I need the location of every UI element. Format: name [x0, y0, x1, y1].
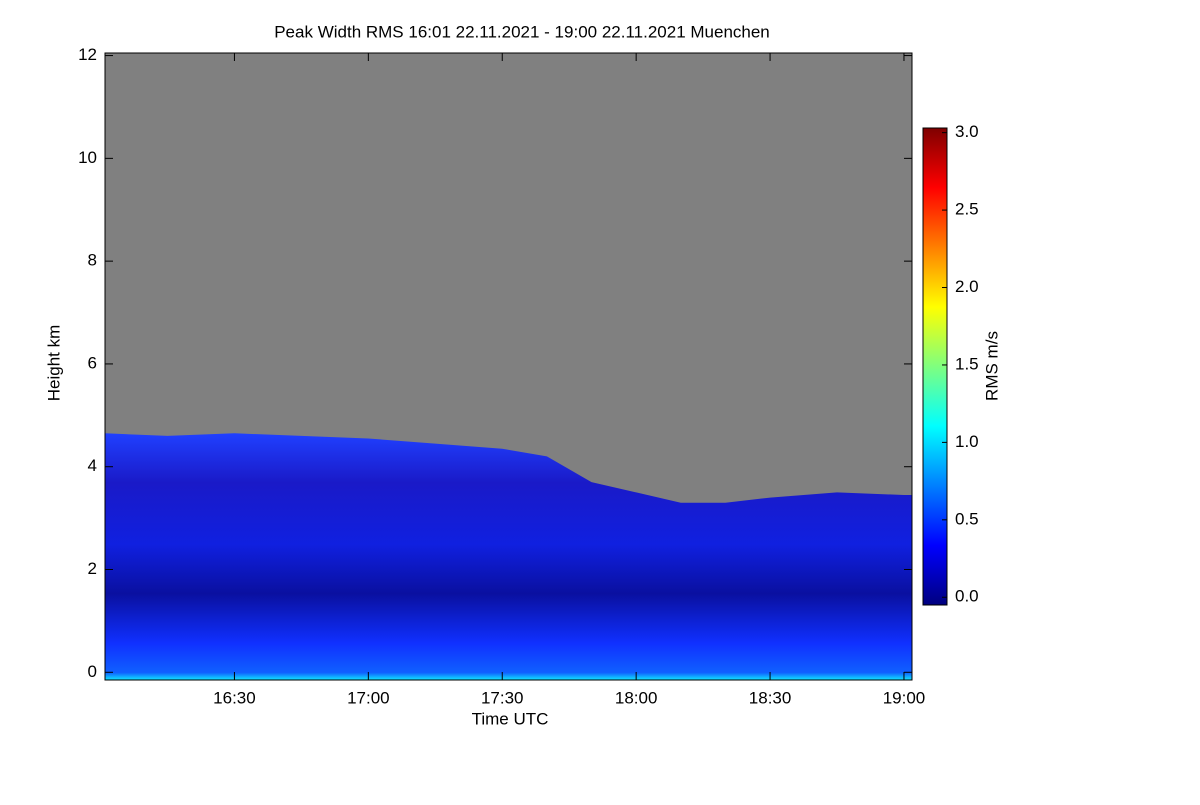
y-tick-label: 12 — [78, 45, 97, 64]
x-tick-label: 17:00 — [347, 688, 390, 707]
colorbar-tick-label: 1.0 — [955, 432, 979, 451]
x-axis-label: Time UTC — [472, 709, 549, 728]
y-axis-label: Height km — [44, 325, 63, 402]
y-tick-label: 6 — [88, 353, 97, 372]
axes — [105, 53, 947, 680]
y-tick-label: 0 — [88, 662, 97, 681]
x-tick-label: 19:00 — [883, 688, 926, 707]
x-tick-label: 16:30 — [213, 688, 256, 707]
colorbar-tick-label: 0.0 — [955, 587, 979, 606]
y-tick-label: 10 — [78, 148, 97, 167]
x-tick-label: 18:30 — [749, 688, 792, 707]
colorbar — [922, 127, 948, 606]
signal-field — [105, 433, 912, 680]
y-tick-label: 2 — [88, 559, 97, 578]
chart-title: Peak Width RMS 16:01 22.11.2021 - 19:00 … — [274, 22, 770, 41]
colorbar-label: RMS m/s — [982, 331, 1001, 401]
plot-frame — [104, 52, 913, 681]
colorbar-tick-label: 3.0 — [955, 122, 979, 141]
x-tick-label: 18:00 — [615, 688, 658, 707]
colorbar-tick-label: 0.5 — [955, 509, 979, 528]
colorbar-tick-label: 2.5 — [955, 200, 979, 219]
y-tick-label: 4 — [88, 456, 97, 475]
colorbar-tick-label: 2.0 — [955, 277, 979, 296]
x-tick-label: 17:30 — [481, 688, 524, 707]
colorbar-tick-label: 1.5 — [955, 354, 979, 373]
y-tick-label: 8 — [88, 251, 97, 270]
